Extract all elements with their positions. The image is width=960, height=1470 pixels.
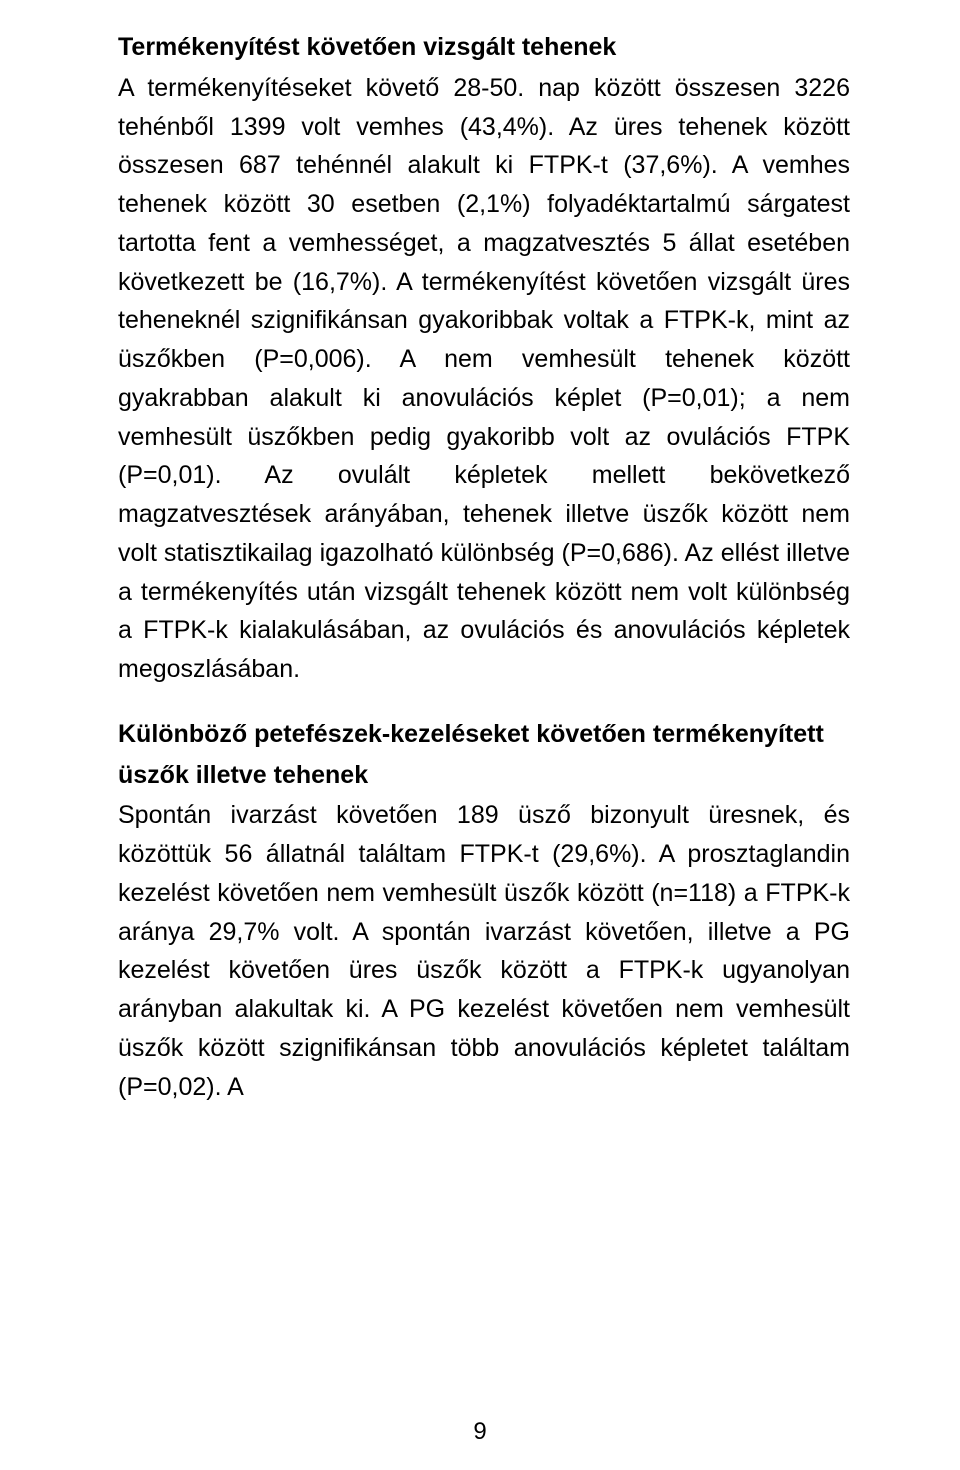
document-page: Termékenyítést követően vizsgált tehenek… xyxy=(0,0,960,1470)
page-number: 9 xyxy=(0,1418,960,1446)
section-heading-2-line1: Különböző petefészek-kezeléseket követőe… xyxy=(118,715,850,754)
section-heading-2-line2: üszők illetve tehenek xyxy=(118,756,850,795)
paragraph-1: A termékenyítéseket követő 28-50. nap kö… xyxy=(118,69,850,689)
section-heading-1: Termékenyítést követően vizsgált tehenek xyxy=(118,28,850,67)
paragraph-2: Spontán ivarzást követően 189 üsző bizon… xyxy=(118,796,850,1106)
